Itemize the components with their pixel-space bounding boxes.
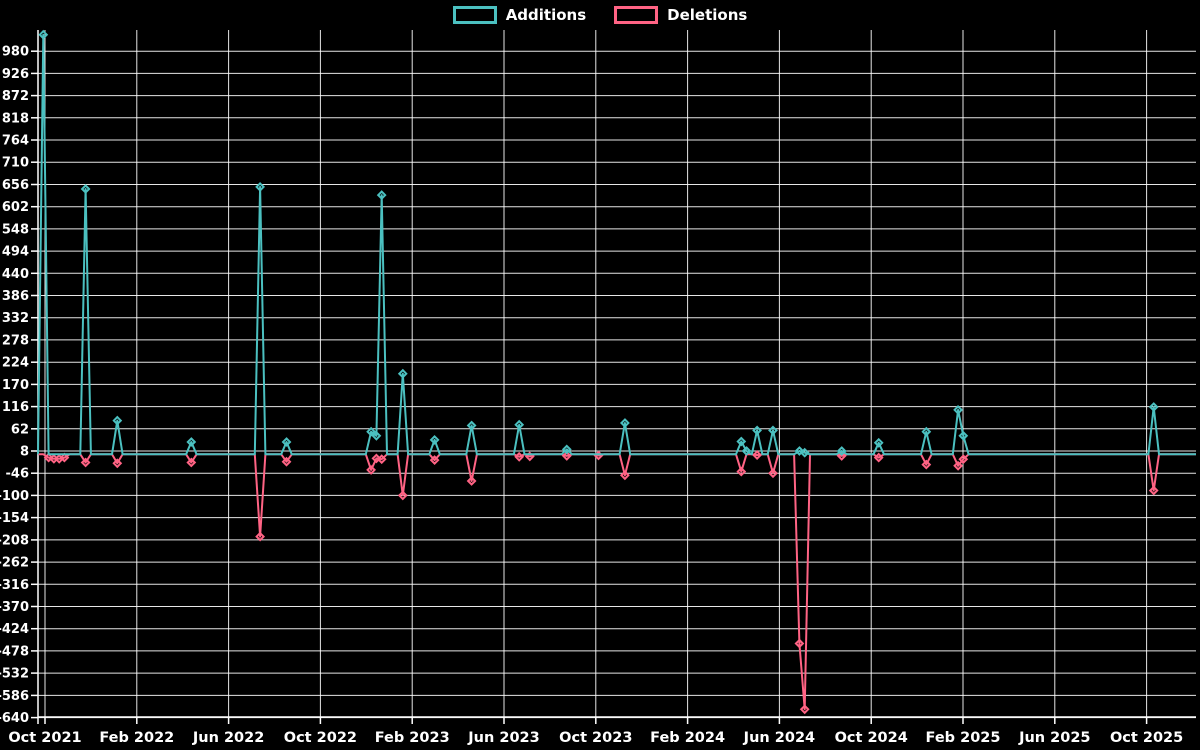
legend-label-additions: Additions xyxy=(505,6,587,24)
svg-text:-208: -208 xyxy=(0,533,29,548)
svg-text:-370: -370 xyxy=(0,600,29,615)
svg-text:8: 8 xyxy=(20,445,29,460)
svg-text:386: 386 xyxy=(2,289,29,304)
chart-legend: Additions Deletions xyxy=(0,6,1200,24)
svg-text:-316: -316 xyxy=(0,578,29,593)
additions-line xyxy=(37,29,1196,458)
svg-text:Jun 2022: Jun 2022 xyxy=(192,730,264,746)
svg-text:440: 440 xyxy=(2,267,29,282)
x-gridlines: Oct 2021 Feb 2022 Jun 2022 Oct 2022 Feb 2023… xyxy=(8,30,1183,746)
svg-text:872: 872 xyxy=(2,89,29,104)
svg-text:Oct 2025: Oct 2025 xyxy=(1110,730,1183,746)
svg-text:Jun 2025: Jun 2025 xyxy=(1018,730,1090,746)
svg-text:116: 116 xyxy=(2,400,29,415)
legend-item-additions[interactable]: Additions xyxy=(452,6,587,24)
svg-text:62: 62 xyxy=(11,422,29,437)
legend-label-deletions: Deletions xyxy=(667,6,748,24)
svg-text:764: 764 xyxy=(2,134,29,149)
deletions-swatch-icon xyxy=(614,6,659,24)
svg-text:170: 170 xyxy=(2,378,29,393)
svg-text:818: 818 xyxy=(2,111,29,126)
svg-text:-424: -424 xyxy=(0,622,29,637)
svg-text:Oct 2024: Oct 2024 xyxy=(835,730,908,746)
svg-text:-262: -262 xyxy=(0,556,29,571)
svg-text:-640: -640 xyxy=(0,711,29,726)
svg-text:Feb 2022: Feb 2022 xyxy=(99,730,174,746)
svg-text:602: 602 xyxy=(2,200,29,215)
svg-text:278: 278 xyxy=(2,333,29,348)
svg-text:-532: -532 xyxy=(0,667,29,682)
svg-text:Feb 2024: Feb 2024 xyxy=(650,730,725,746)
y-gridlines: 980 926 872 818 764 710 656 602 548 494 440 386 332 2… xyxy=(0,45,1196,726)
svg-text:Jun 2023: Jun 2023 xyxy=(467,730,539,746)
svg-text:-154: -154 xyxy=(0,511,29,526)
svg-text:Feb 2023: Feb 2023 xyxy=(375,730,450,746)
legend-item-deletions[interactable]: Deletions xyxy=(614,6,747,24)
svg-text:710: 710 xyxy=(2,156,29,171)
svg-text:656: 656 xyxy=(2,178,29,193)
svg-text:-586: -586 xyxy=(0,689,29,704)
additions-swatch-icon xyxy=(452,6,497,24)
svg-text:-46: -46 xyxy=(6,467,30,482)
svg-text:Oct 2022: Oct 2022 xyxy=(284,730,357,746)
svg-text:224: 224 xyxy=(2,356,29,371)
svg-text:548: 548 xyxy=(2,222,29,237)
svg-text:Jun 2024: Jun 2024 xyxy=(743,730,815,746)
svg-text:332: 332 xyxy=(2,311,29,326)
svg-text:Feb 2025: Feb 2025 xyxy=(926,730,1001,746)
svg-text:-100: -100 xyxy=(0,489,29,504)
svg-text:Oct 2023: Oct 2023 xyxy=(559,730,632,746)
svg-text:926: 926 xyxy=(2,67,29,82)
svg-text:-478: -478 xyxy=(0,644,29,659)
svg-text:980: 980 xyxy=(2,45,29,60)
svg-text:494: 494 xyxy=(2,245,29,260)
svg-text:Oct 2021: Oct 2021 xyxy=(8,730,81,746)
